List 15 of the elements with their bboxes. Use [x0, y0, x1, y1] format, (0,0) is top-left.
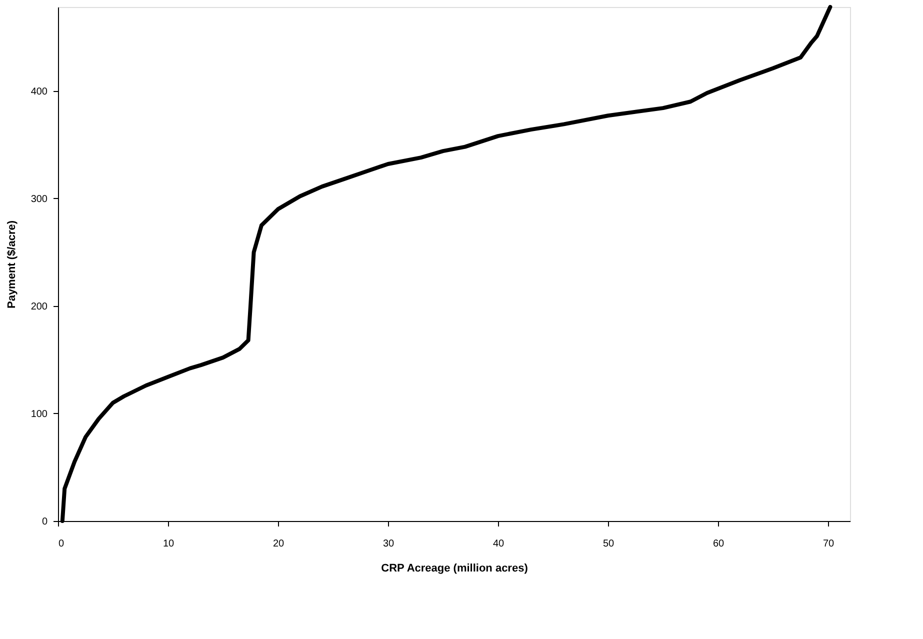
y-tick-label: 300: [30, 194, 48, 205]
x-tick-label: 40: [492, 538, 504, 550]
y-tick-label: 100: [30, 408, 48, 420]
x-axis-title: CRP Acreage (million acres): [381, 562, 528, 574]
y-tick-label: 200: [30, 301, 48, 312]
x-tick-label: 30: [382, 538, 394, 550]
x-tick-label: 60: [712, 538, 724, 550]
x-tick-label: 20: [272, 538, 284, 550]
x-tick-label: 50: [602, 538, 614, 550]
x-tick-label: 0: [58, 538, 64, 550]
y-tick-label: 0: [42, 516, 48, 528]
y-axis-title: Payment ($/acre): [6, 220, 18, 309]
x-tick-label: 10: [162, 538, 174, 550]
x-tick-label: 70: [822, 538, 834, 550]
y-tick-label: 400: [30, 86, 48, 98]
